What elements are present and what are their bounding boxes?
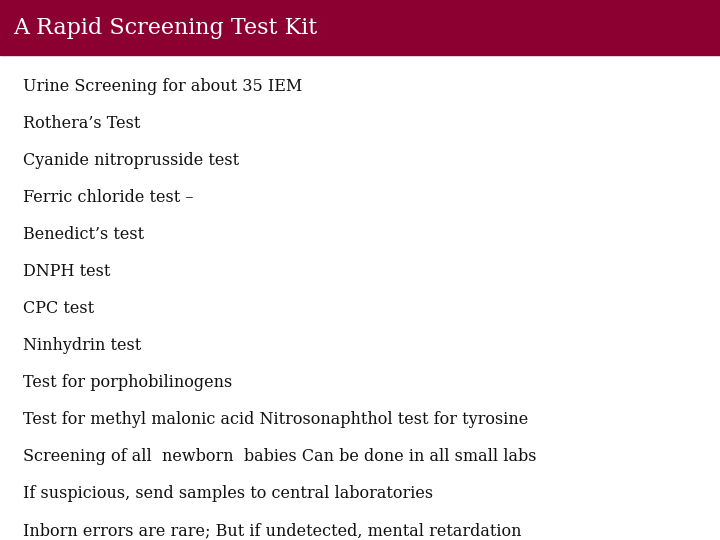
Text: If suspicious, send samples to central laboratories: If suspicious, send samples to central l… bbox=[23, 485, 433, 502]
Text: CPC test: CPC test bbox=[23, 300, 94, 317]
Text: Rothera’s Test: Rothera’s Test bbox=[23, 116, 140, 132]
Text: Test for methyl malonic acid Nitrosonaphthol test for tyrosine: Test for methyl malonic acid Nitrosonaph… bbox=[23, 411, 528, 428]
Text: Ferric chloride test –: Ferric chloride test – bbox=[23, 190, 194, 206]
Text: DNPH test: DNPH test bbox=[23, 263, 110, 280]
Text: Inborn errors are rare; But if undetected, mental retardation: Inborn errors are rare; But if undetecte… bbox=[23, 522, 521, 539]
Text: Test for porphobilinogens: Test for porphobilinogens bbox=[23, 374, 233, 391]
Text: Urine Screening for about 35 IEM: Urine Screening for about 35 IEM bbox=[23, 78, 302, 95]
Text: Screening of all  newborn  babies Can be done in all small labs: Screening of all newborn babies Can be d… bbox=[23, 448, 536, 465]
Text: Ninhydrin test: Ninhydrin test bbox=[23, 337, 141, 354]
Text: Cyanide nitroprusside test: Cyanide nitroprusside test bbox=[23, 152, 239, 169]
Bar bbox=[0, 0, 720, 55]
Text: A Rapid Screening Test Kit: A Rapid Screening Test Kit bbox=[13, 17, 318, 38]
Text: Benedict’s test: Benedict’s test bbox=[23, 226, 144, 243]
